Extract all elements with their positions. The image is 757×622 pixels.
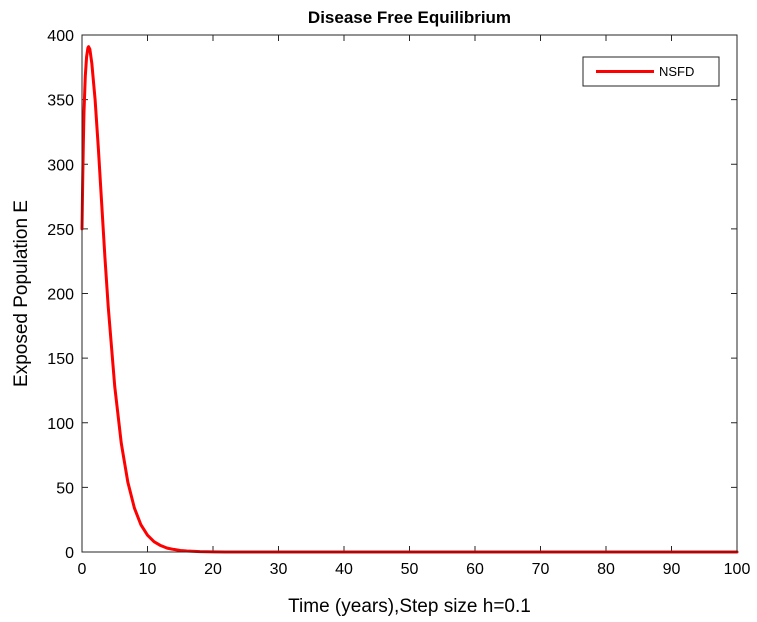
y-tick-label: 400 (47, 28, 74, 45)
y-tick-label: 150 (47, 351, 74, 368)
x-tick-label: 60 (466, 561, 484, 578)
y-tick-label: 300 (47, 157, 74, 174)
x-tick-label: 100 (724, 561, 751, 578)
x-axis-label: Time (years),Step size h=0.1 (288, 596, 531, 617)
legend-label-nsfd: NSFD (659, 64, 694, 79)
x-tick-label: 20 (204, 561, 222, 578)
x-tick-label: 0 (78, 561, 87, 578)
x-tick-label: 30 (270, 561, 288, 578)
x-axis-ticks: 0 10 20 30 40 50 60 70 80 90 100 (78, 35, 751, 578)
x-tick-label: 70 (532, 561, 550, 578)
x-tick-label: 40 (335, 561, 353, 578)
legend: NSFD (582, 56, 720, 87)
y-tick-label: 100 (47, 416, 74, 433)
y-tick-label: 50 (56, 480, 74, 497)
x-tick-label: 90 (663, 561, 681, 578)
x-tick-label: 10 (139, 561, 157, 578)
x-tick-label: 50 (401, 561, 419, 578)
axes-box (81, 34, 738, 553)
x-tick-label: 80 (597, 561, 615, 578)
plot-area (82, 35, 737, 552)
y-tick-label: 0 (65, 545, 74, 562)
y-axis-label: Exposed Population E (11, 200, 32, 387)
y-tick-label: 200 (47, 287, 74, 304)
y-tick-label: 250 (47, 222, 74, 239)
y-tick-label: 350 (47, 93, 74, 110)
y-axis-ticks: 0 50 100 150 200 250 300 350 400 (47, 28, 737, 562)
chart-title: Disease Free Equilibrium (308, 8, 511, 27)
